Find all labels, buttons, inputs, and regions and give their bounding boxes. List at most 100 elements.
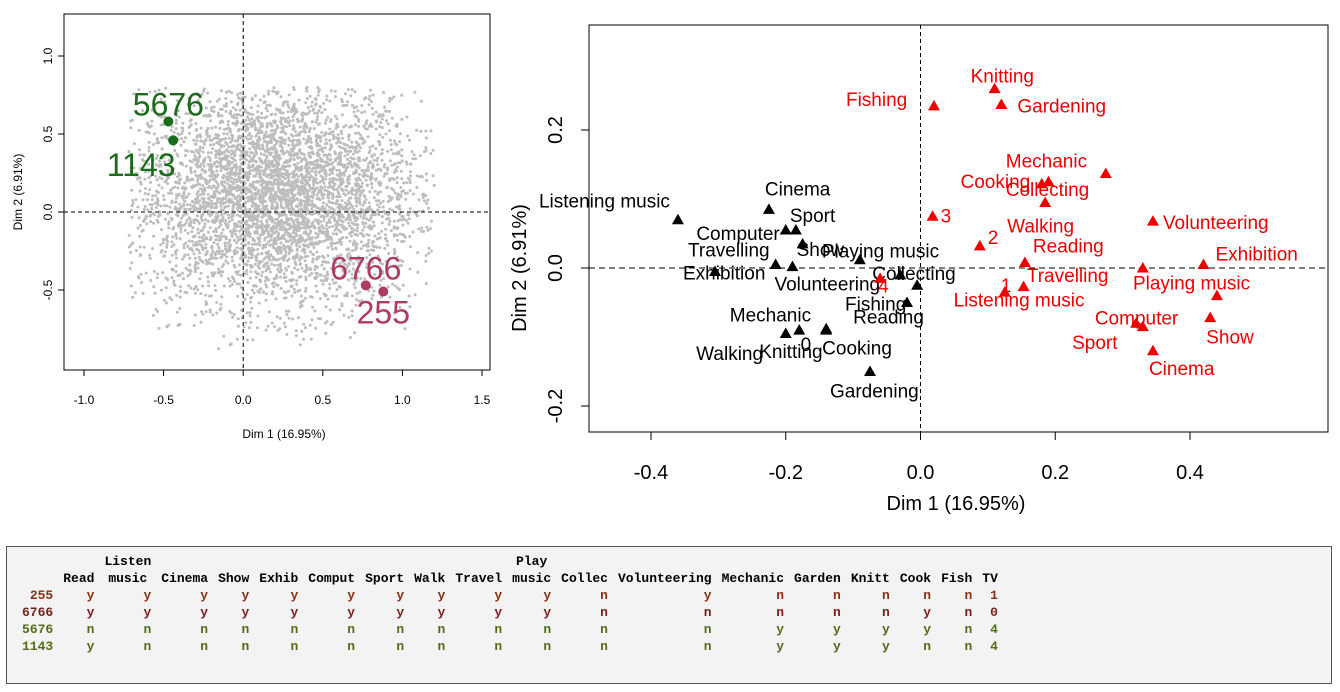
individual-point [196,194,200,198]
individual-point [309,187,313,191]
table-header-top-cell: Listen [104,554,152,569]
individual-point [389,229,393,233]
individual-point [351,188,355,192]
individual-point [174,121,178,125]
individual-point [310,236,314,240]
individual-point [340,223,344,227]
individual-point [429,129,433,133]
individual-point [173,149,177,152]
individual-point [412,192,415,196]
black-label-knitting: Knitting [759,342,822,363]
individual-point [342,125,346,129]
individual-point [362,124,366,128]
table-body: 255 y y y y y y y y y y n y n n n n n 1 6766 y y y y y y y y y y n n n n n… [17,587,1003,655]
individual-point [290,199,294,203]
x-axis-label: Dim 1 (16.95%) [242,427,325,441]
individual-point [316,234,320,238]
individual-point [426,228,430,232]
table-cell: y [437,605,446,620]
individual-point [329,236,333,240]
individual-point [231,121,235,125]
individual-point [272,180,276,184]
individual-point [327,162,331,166]
individual-point [196,288,200,292]
individual-point [204,106,208,110]
individual-point [305,167,309,171]
table-cell: y [833,622,841,637]
individual-point [201,260,205,264]
individual-point [220,114,224,118]
individual-point [424,129,428,133]
individual-point [322,215,326,219]
individual-point [357,143,361,147]
individual-point [347,149,350,153]
individual-point [418,175,422,179]
individual-point [385,239,389,243]
individual-point [366,135,370,139]
individual-point [379,168,383,172]
individual-point [284,213,288,217]
individual-point [264,255,268,259]
individual-point [295,197,299,201]
individual-point [247,163,251,167]
individual-point [186,274,190,278]
black-label-cooking: Cooking [822,339,892,360]
individual-point [220,255,224,259]
individual-point [356,226,359,230]
individual-point [275,230,279,234]
individual-point [227,245,231,249]
individual-point [377,232,381,236]
individual-point [219,163,222,167]
x-tick-label: 1.0 [394,393,411,407]
individual-point [376,163,380,167]
individual-point [353,114,357,118]
individual-point [194,183,198,187]
individual-point [366,241,370,245]
individual-point [364,178,368,182]
individual-point [204,258,208,262]
individual-point [329,242,333,245]
individual-point [149,180,153,184]
individual-point [160,136,164,140]
individual-point [268,270,272,274]
individual-point [258,98,262,102]
individual-point [179,224,183,227]
individual-point [354,204,358,208]
individual-point [310,199,314,203]
individual-point [415,128,419,132]
individual-point [162,238,166,241]
individual-point [323,208,327,212]
individual-point [164,286,168,290]
individual-point [244,150,247,154]
individual-point [340,146,343,150]
individual-point [367,201,371,205]
individual-point [392,139,396,143]
individual-point [270,292,274,296]
red-label-collecting: Collecting [1006,180,1089,201]
table-cell: n [964,639,973,654]
individual-point [378,141,382,144]
individual-point [334,261,338,265]
individual-point [204,300,208,304]
table-header-cell: Sport [365,571,405,586]
individual-point [302,322,306,326]
individual-point [186,178,190,182]
individual-point [237,263,241,267]
individual-point [201,146,205,150]
individual-point [278,108,282,112]
individual-point [297,98,301,102]
individual-point [174,270,178,274]
individual-point [141,291,145,295]
individual-point [249,300,253,304]
individual-point [385,186,389,190]
individual-point [286,244,290,248]
individual-point [304,188,308,192]
individual-point [369,214,373,218]
individual-point [149,124,153,128]
individual-point [164,276,168,280]
individual-point [348,269,351,273]
individual-point [236,239,240,242]
individual-point [328,127,332,131]
individual-point [296,214,300,218]
individual-point [156,154,159,158]
